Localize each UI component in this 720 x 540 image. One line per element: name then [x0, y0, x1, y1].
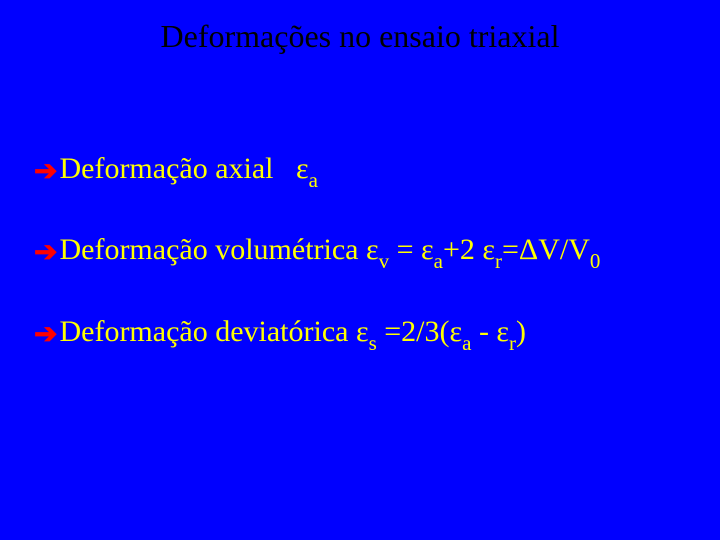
bullet-item: ➔ Deformação volumétrica εv = εa+2 εr=ΔV… [34, 231, 690, 272]
bullet-rest: volumétrica εv = εa+2 εr=ΔV/V0 [208, 233, 601, 266]
arrow-icon: ➔ [34, 234, 57, 269]
bullet-rest: deviatórica εs =2/3(εa - εr) [208, 315, 526, 348]
bullet-list: ➔ Deformação axial εa ➔ Deformação volum… [34, 150, 690, 394]
bullet-text: Deformação axial εa [59, 150, 317, 191]
bullet-text: Deformação volumétrica εv = εa+2 εr=ΔV/V… [59, 231, 600, 272]
arrow-icon: ➔ [34, 316, 57, 351]
arrow-icon: ➔ [34, 153, 57, 188]
bullet-word: Deformação [59, 233, 207, 266]
bullet-item: ➔ Deformação deviatórica εs =2/3(εa - εr… [34, 313, 690, 354]
slide: Deformações no ensaio triaxial ➔ Deforma… [0, 0, 720, 540]
bullet-rest: axial εa [208, 152, 318, 185]
slide-title: Deformações no ensaio triaxial [0, 18, 720, 55]
bullet-word: Deformação [59, 315, 207, 348]
bullet-word: Deformação [59, 152, 207, 185]
bullet-text: Deformação deviatórica εs =2/3(εa - εr) [59, 313, 526, 354]
bullet-item: ➔ Deformação axial εa [34, 150, 690, 191]
